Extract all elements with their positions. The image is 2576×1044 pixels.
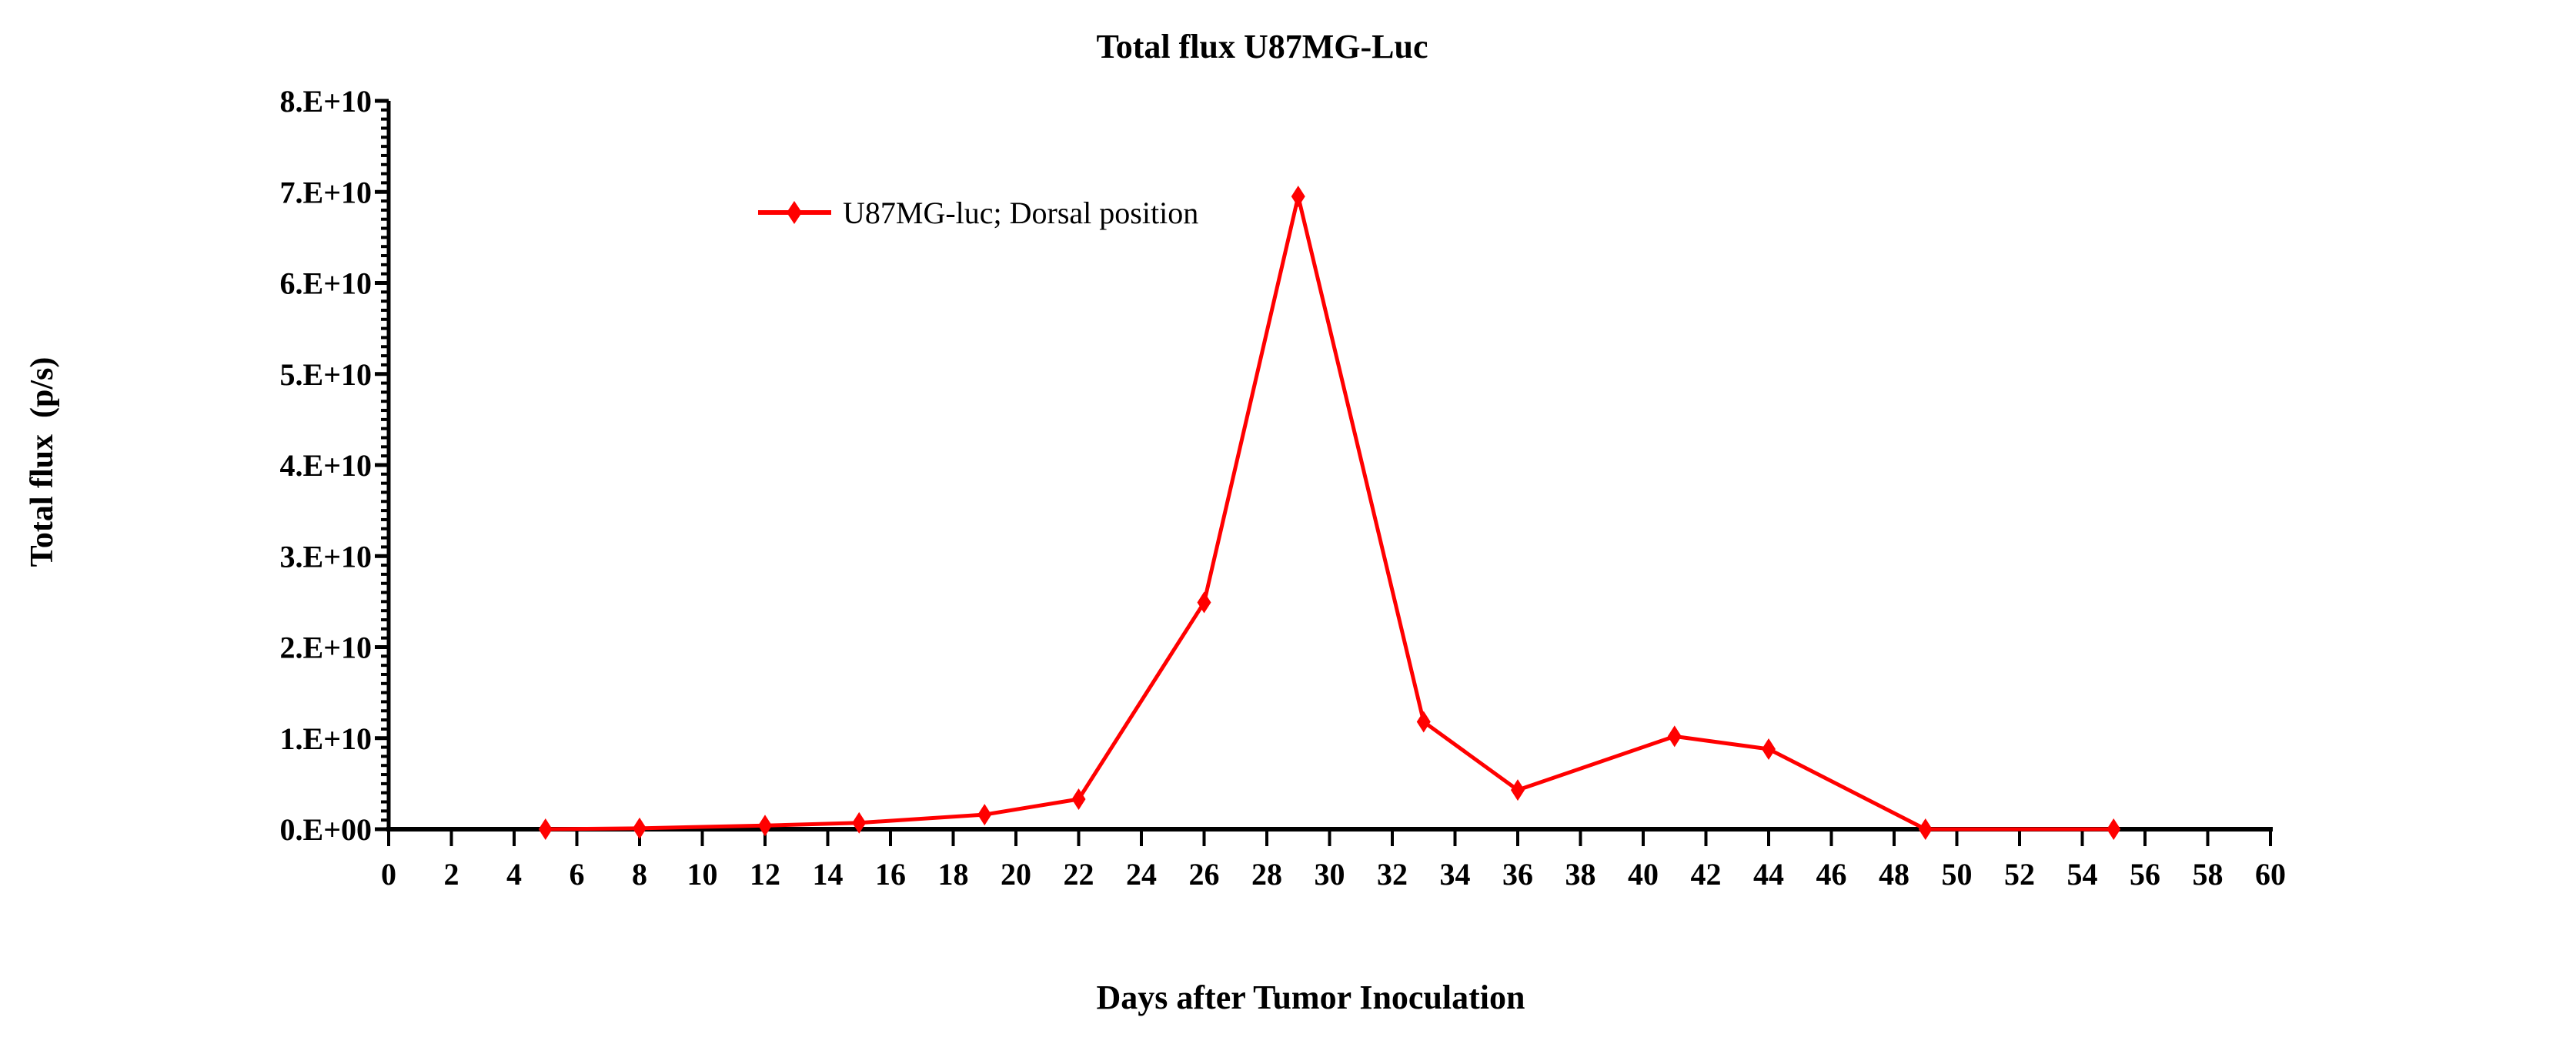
data-point-marker xyxy=(1511,779,1525,801)
x-tick-label: 52 xyxy=(2004,857,2035,892)
y-tick-label: 1.E+10 xyxy=(280,721,372,756)
data-point-marker xyxy=(1918,818,1933,840)
data-point-marker xyxy=(1667,725,1682,748)
y-tick-label: 4.E+10 xyxy=(280,448,372,483)
x-tick-label: 28 xyxy=(1251,857,1282,892)
chart-title: Total flux U87MG-Luc xyxy=(1096,28,1428,65)
y-axis-label: Total flux (p/s) xyxy=(25,357,60,567)
y-tick-label: 7.E+10 xyxy=(280,175,372,209)
y-tick-label: 0.E+00 xyxy=(280,812,372,847)
x-tick-label: 0 xyxy=(381,857,396,892)
data-point-marker xyxy=(1762,738,1776,760)
x-tick-label: 4 xyxy=(506,857,522,892)
x-tick-label: 40 xyxy=(1628,857,1659,892)
x-axis-label: Days after Tumor Inoculation xyxy=(1096,979,1525,1016)
data-point-marker xyxy=(1197,591,1211,614)
x-tick-label: 38 xyxy=(1565,857,1596,892)
y-tick-label: 8.E+10 xyxy=(280,84,372,119)
x-tick-label: 10 xyxy=(687,857,718,892)
data-point-marker xyxy=(1071,788,1086,810)
data-point-marker xyxy=(538,818,553,840)
x-tick-label: 46 xyxy=(1816,857,1847,892)
y-tick-label: 6.E+10 xyxy=(280,266,372,301)
x-tick-label: 36 xyxy=(1502,857,1533,892)
x-tick-label: 20 xyxy=(1001,857,1031,892)
series-line xyxy=(545,194,2114,832)
x-tick-label: 14 xyxy=(813,857,844,892)
data-point-marker xyxy=(758,815,772,837)
x-tick-label: 48 xyxy=(1879,857,1909,892)
x-tick-label: 54 xyxy=(2067,857,2098,892)
legend-label: U87MG-luc; Dorsal position xyxy=(843,196,1198,230)
data-point-marker xyxy=(1291,186,1305,208)
x-tick-label: 44 xyxy=(1753,857,1784,892)
y-tick-label: 5.E+10 xyxy=(280,357,372,392)
x-tick-label: 58 xyxy=(2193,857,2224,892)
y-tick-label: 3.E+10 xyxy=(280,539,372,574)
x-tick-label: 2 xyxy=(444,857,459,892)
data-point-marker xyxy=(977,804,992,826)
x-tick-label: 32 xyxy=(1377,857,1408,892)
x-tick-label: 24 xyxy=(1126,857,1157,892)
data-point-marker xyxy=(852,811,867,834)
x-tick-label: 60 xyxy=(2255,857,2286,892)
legend-marker-diamond xyxy=(787,201,802,224)
x-tick-label: 50 xyxy=(1942,857,1973,892)
x-tick-label: 26 xyxy=(1189,857,1220,892)
x-tick-label: 22 xyxy=(1064,857,1094,892)
data-point-marker xyxy=(1416,711,1431,733)
y-tick-label: 2.E+10 xyxy=(280,631,372,665)
x-tick-label: 42 xyxy=(1691,857,1722,892)
x-tick-label: 12 xyxy=(750,857,780,892)
data-point-marker xyxy=(2107,818,2121,840)
x-tick-label: 16 xyxy=(875,857,906,892)
data-point-marker xyxy=(633,817,647,839)
x-tick-label: 8 xyxy=(632,857,647,892)
x-tick-label: 34 xyxy=(1440,857,1471,892)
x-tick-label: 56 xyxy=(2130,857,2160,892)
legend: U87MG-luc; Dorsal position xyxy=(758,196,1198,230)
x-tick-label: 18 xyxy=(938,857,969,892)
x-tick-label: 6 xyxy=(570,857,585,892)
x-tick-label: 30 xyxy=(1315,857,1345,892)
